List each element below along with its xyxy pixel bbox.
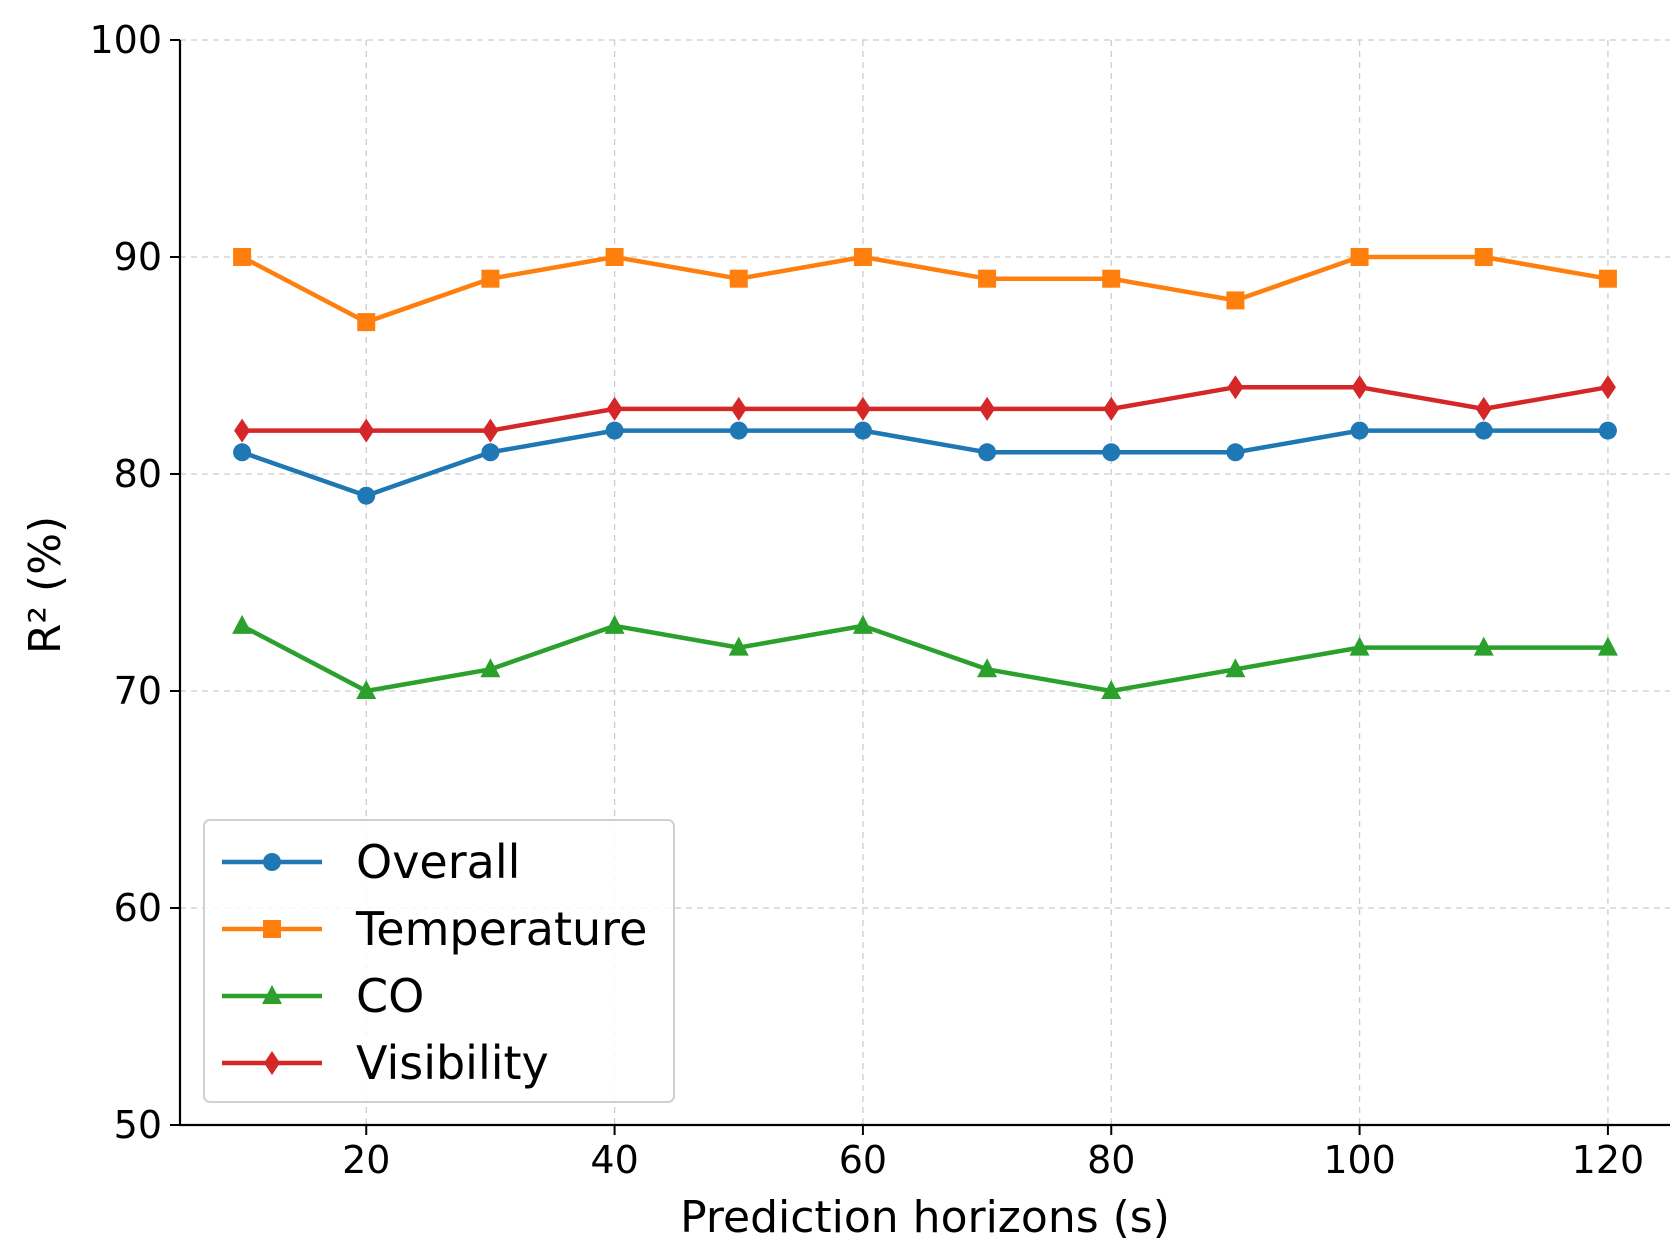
legend-marker	[264, 1051, 280, 1075]
series-co	[232, 614, 1618, 699]
data-point	[1350, 421, 1369, 440]
data-point	[482, 418, 499, 443]
data-point	[1351, 375, 1368, 400]
data-point	[1599, 375, 1616, 400]
data-point	[1226, 443, 1245, 462]
data-point	[853, 248, 872, 266]
data-point	[1473, 636, 1494, 656]
data-point	[605, 248, 624, 266]
data-point	[730, 396, 747, 421]
legend-item-visibility: Visibility	[222, 1036, 549, 1090]
data-point	[357, 313, 376, 332]
data-point	[1474, 421, 1493, 440]
ticks: 50 60 70 80 90 100 20 40 60 80 100 120	[89, 18, 1644, 1182]
legend-box	[203, 819, 675, 1103]
data-point	[728, 636, 749, 656]
data-point	[1474, 248, 1493, 266]
data-point	[1350, 248, 1369, 266]
data-point	[1226, 291, 1245, 310]
data-point	[481, 269, 500, 288]
data-point	[729, 421, 748, 440]
legend-label: Temperature	[355, 902, 647, 956]
data-point	[1101, 680, 1122, 699]
data-point	[1103, 396, 1120, 421]
y-tick-label: 100	[89, 18, 162, 62]
axes	[178, 40, 1670, 1127]
series-line	[239, 384, 1611, 433]
series-line	[239, 254, 1611, 325]
data-point	[852, 614, 873, 634]
y-axis-label: R² (%)	[20, 516, 71, 654]
data-point	[1349, 636, 1370, 656]
series	[232, 248, 1618, 699]
legend-marker	[262, 985, 282, 1004]
y-tick-label: 70	[114, 669, 162, 713]
series-line	[239, 623, 1611, 694]
legend-label: Visibility	[356, 1036, 549, 1090]
data-point	[481, 443, 500, 462]
x-tick-label: 60	[839, 1138, 887, 1182]
x-tick-label: 100	[1323, 1138, 1396, 1182]
series-visibility	[234, 375, 1616, 443]
data-point	[854, 396, 871, 421]
data-point	[1597, 636, 1618, 656]
x-tick-label: 20	[342, 1138, 390, 1182]
data-point	[605, 421, 624, 440]
data-point	[729, 269, 748, 288]
y-tick-label: 50	[114, 1103, 162, 1147]
data-point	[234, 418, 251, 443]
x-tick-label: 40	[590, 1138, 638, 1182]
data-point	[1225, 658, 1246, 678]
data-point	[232, 614, 253, 634]
legend-label: Overall	[356, 835, 520, 889]
x-tick-label: 120	[1572, 1138, 1645, 1182]
data-point	[1227, 375, 1244, 400]
data-point	[978, 443, 997, 462]
data-point	[1102, 269, 1121, 288]
legend-item-co: CO	[222, 969, 424, 1023]
x-axis-label: Prediction horizons (s)	[680, 1192, 1170, 1243]
y-tick-label: 90	[114, 235, 162, 279]
data-point	[358, 418, 375, 443]
data-point	[233, 248, 252, 266]
data-point	[233, 443, 252, 462]
data-point	[853, 421, 872, 440]
data-point	[1598, 421, 1617, 440]
series-line	[239, 428, 1611, 498]
legend-marker	[263, 853, 281, 871]
y-tick-label: 80	[114, 452, 162, 496]
data-point	[978, 269, 997, 288]
data-point	[357, 486, 376, 505]
data-point	[1598, 269, 1617, 288]
data-point	[480, 658, 501, 678]
y-tick-label: 60	[114, 886, 162, 930]
data-point	[979, 396, 996, 421]
legend-label: CO	[356, 969, 424, 1023]
x-tick-label: 80	[1087, 1138, 1135, 1182]
data-point	[977, 658, 998, 678]
data-point	[604, 614, 625, 634]
series-temperature	[233, 248, 1617, 332]
data-point	[1475, 396, 1492, 421]
legend-item-temperature: Temperature	[222, 902, 647, 956]
series-overall	[233, 421, 1617, 505]
data-point	[1102, 443, 1121, 462]
legend-marker	[263, 920, 281, 938]
legend: Overall Temperature CO Visibility	[203, 819, 675, 1103]
data-point	[356, 680, 377, 699]
data-point	[606, 396, 623, 421]
legend-item-overall: Overall	[222, 835, 520, 889]
